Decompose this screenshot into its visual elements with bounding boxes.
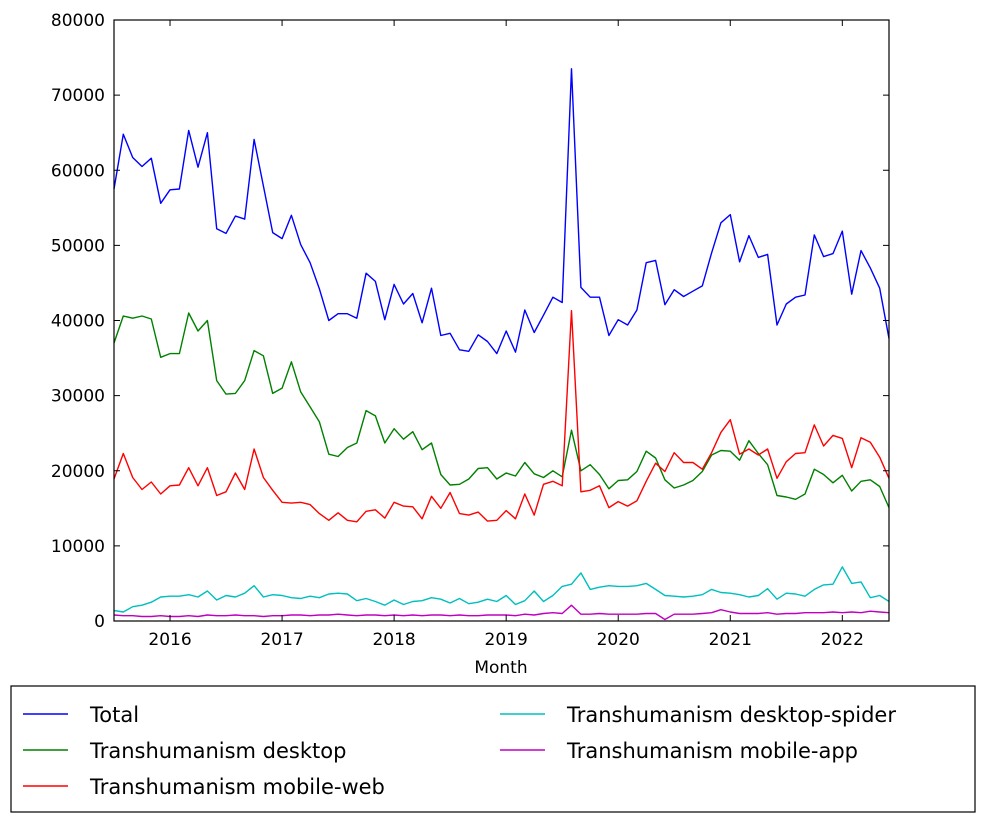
series-line-4: [113, 604, 890, 621]
legend-label: Transhumanism desktop-spider: [566, 703, 896, 727]
legend-label: Transhumanism mobile-web: [89, 775, 385, 799]
y-tick-label: 0: [94, 612, 105, 632]
y-tick-label: 50000: [51, 236, 105, 256]
series-line-3: [113, 566, 890, 613]
series-line-2: [113, 310, 890, 523]
x-tick-label: 2022: [821, 630, 864, 650]
legend-box: [10, 685, 976, 813]
y-tick-label: 30000: [51, 387, 105, 407]
y-tick-label: 80000: [51, 11, 105, 31]
x-tick-label: 2018: [372, 630, 415, 650]
x-axis-title: Month: [474, 658, 527, 678]
y-tick-label: 70000: [51, 86, 105, 106]
plot-lines: [113, 68, 890, 621]
y-tick-label: 10000: [51, 537, 105, 557]
series-line-0: [113, 68, 890, 355]
legend-label: Transhumanism mobile-app: [566, 739, 858, 763]
legend-label: Total: [89, 703, 139, 727]
series-line-1: [113, 312, 890, 508]
x-tick-label: 2020: [597, 630, 640, 650]
axis-ticks: 0 10000 20000 30000 40000 50000 60000 70000 8000…: [51, 11, 889, 650]
x-tick-label: 2021: [709, 630, 752, 650]
x-tick-label: 2017: [260, 630, 303, 650]
y-tick-label: 60000: [51, 161, 105, 181]
y-tick-label: 20000: [51, 462, 105, 482]
legend-label: Transhumanism desktop: [89, 739, 346, 763]
legend: Total Transhumanism desktop Transhumanism …: [23, 703, 896, 799]
y-tick-label: 40000: [51, 312, 105, 332]
plot-area-frame: [113, 19, 890, 622]
x-tick-label: 2019: [485, 630, 528, 650]
x-tick-label: 2016: [148, 630, 191, 650]
